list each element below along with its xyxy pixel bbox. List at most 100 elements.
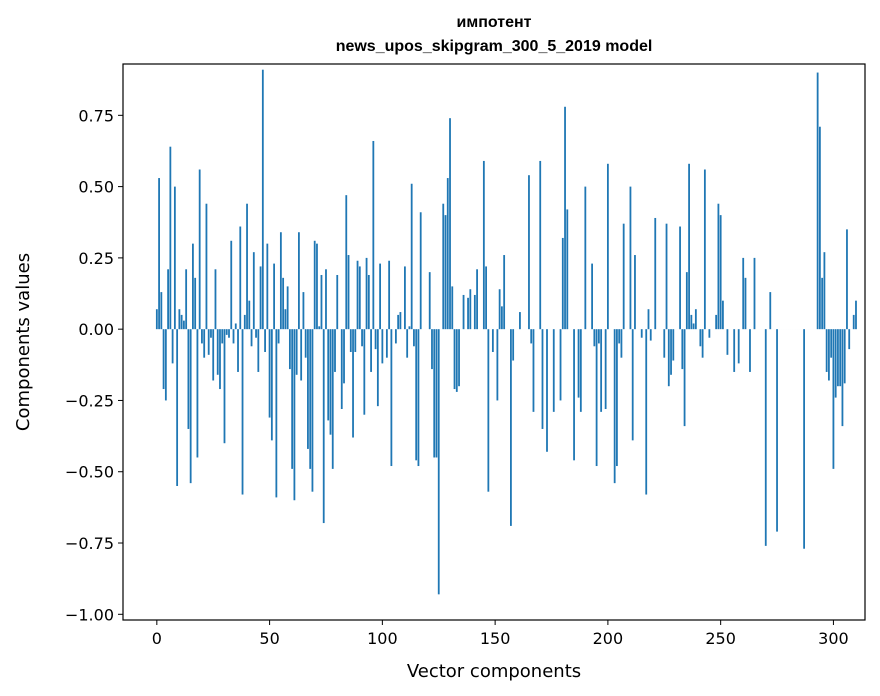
bar-25 (212, 329, 215, 381)
bar-12 (182, 320, 185, 330)
bar-138 (467, 297, 469, 330)
bar-17 (194, 277, 197, 330)
bar-76 (327, 329, 330, 421)
bar-251 (722, 300, 724, 330)
bar-218 (647, 309, 650, 330)
bar-68 (309, 329, 312, 469)
bar-16 (192, 243, 194, 330)
bar-26 (214, 269, 217, 330)
bar-127 (442, 203, 445, 330)
bar-106 (394, 329, 397, 344)
bar-272 (769, 292, 772, 330)
bar-141 (473, 294, 476, 330)
bar-51 (270, 329, 273, 441)
bar-62 (295, 329, 298, 375)
bar-95 (370, 329, 372, 372)
bar-108 (399, 312, 402, 330)
bar-306 (846, 229, 848, 330)
bar-78 (331, 329, 334, 469)
bar-102 (385, 329, 388, 358)
bar-304 (841, 329, 844, 427)
bar-94 (367, 274, 370, 330)
bar-65 (302, 292, 305, 330)
bar-301 (834, 329, 837, 398)
bar-130 (449, 118, 451, 330)
bar-32 (228, 329, 230, 338)
bar-46 (259, 266, 262, 330)
y-axis-ticks: −1.00 −0.75 −0.50 −0.25 0.00 0.25 0.50 0.75 (65, 106, 123, 624)
bar-225 (663, 329, 666, 358)
bar-253 (726, 329, 729, 355)
bar-114 (413, 329, 415, 347)
bar-219 (649, 329, 652, 341)
bar-142 (476, 269, 478, 330)
y-tick-label: −0.50 (65, 463, 114, 482)
y-tick-label: 0.75 (78, 106, 114, 125)
bar-35 (234, 323, 237, 330)
bar-258 (737, 329, 740, 364)
bar-55 (279, 232, 282, 330)
x-tick-label: 50 (259, 629, 279, 648)
y-tick-label: 0.25 (78, 249, 114, 268)
bar-131 (451, 286, 454, 330)
bar-205 (618, 329, 621, 344)
bar-6 (169, 146, 172, 330)
bar-90 (358, 266, 361, 330)
chart-title: импотент (457, 14, 532, 31)
bar-146 (485, 266, 487, 330)
bar-43 (252, 252, 255, 330)
bar-310 (855, 300, 857, 330)
bar-40 (246, 203, 248, 330)
bar-196 (597, 329, 600, 344)
y-tick-label: 0.50 (78, 178, 114, 197)
bar-107 (397, 314, 400, 330)
bar-299 (830, 329, 833, 358)
x-tick-label: 150 (480, 629, 511, 648)
bar-103 (388, 260, 391, 330)
bar-14 (187, 329, 190, 429)
bar-149 (491, 329, 494, 352)
bar-300 (832, 329, 835, 469)
x-tick-label: 0 (152, 629, 162, 648)
bar-217 (645, 329, 648, 495)
bar-296 (823, 252, 826, 330)
bar-249 (717, 203, 720, 330)
bar-295 (821, 277, 824, 330)
bar-129 (446, 178, 449, 330)
bar-303 (839, 329, 842, 387)
bar-18 (196, 329, 199, 458)
x-tick-label: 250 (705, 629, 736, 648)
bar-238 (692, 323, 695, 330)
bar-73 (320, 274, 323, 330)
bar-145 (482, 160, 485, 330)
bar-29 (221, 329, 224, 344)
bar-194 (593, 329, 596, 347)
bar-121 (428, 272, 431, 330)
bar-27 (216, 329, 219, 375)
bar-67 (307, 329, 309, 449)
bar-243 (703, 169, 706, 330)
bar-41 (248, 300, 251, 330)
bar-7 (171, 329, 174, 364)
plot-frame (122, 63, 866, 621)
bar-179 (559, 329, 562, 401)
bar-53 (275, 329, 278, 498)
bar-307 (848, 329, 851, 350)
bar-61 (293, 329, 296, 501)
bar-302 (837, 329, 839, 387)
bar-30 (223, 329, 226, 444)
bar-79 (334, 329, 336, 372)
bar-57 (284, 309, 287, 330)
bar-182 (566, 209, 569, 330)
bar-38 (241, 329, 244, 495)
bar-5 (167, 269, 169, 330)
bar-92 (363, 329, 366, 415)
bar-93 (365, 257, 368, 330)
bar-125 (437, 329, 440, 595)
bar-71 (316, 243, 318, 330)
bar-64 (300, 329, 303, 381)
bar-147 (487, 329, 490, 492)
bar-134 (458, 329, 460, 387)
bar-100 (381, 329, 384, 364)
bar-210 (629, 186, 632, 330)
